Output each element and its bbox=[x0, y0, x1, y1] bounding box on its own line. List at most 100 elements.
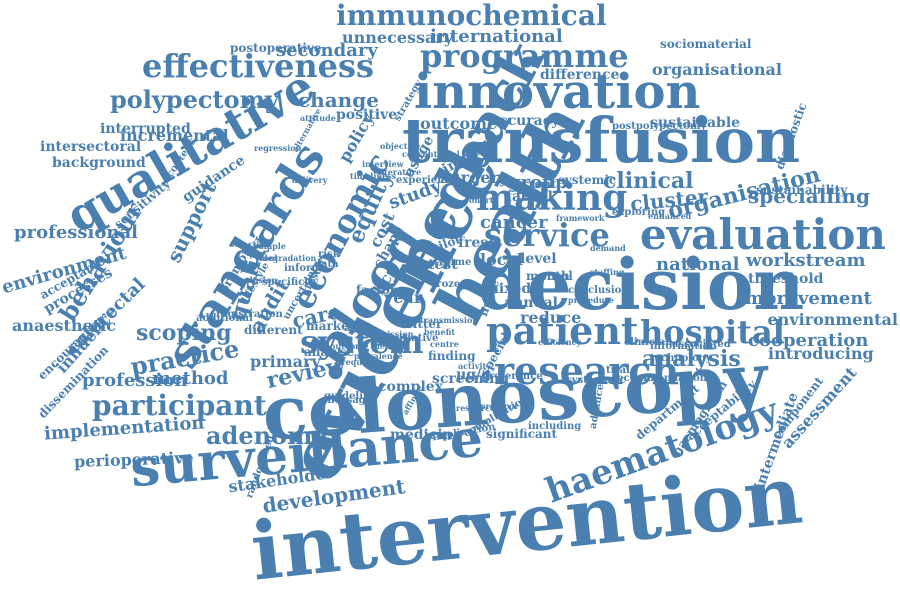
word-postpolypectomy: postpolypectomy bbox=[612, 121, 707, 132]
word-change: change bbox=[298, 88, 379, 112]
word-cooperation: cooperation bbox=[748, 330, 869, 351]
word-interview: interview bbox=[362, 159, 404, 169]
word-decision: decision bbox=[478, 243, 805, 326]
word-incremental: incremental bbox=[120, 126, 229, 145]
word-delivery: delivery bbox=[292, 175, 328, 185]
word-innovation: innovation bbox=[414, 64, 701, 120]
word-local: local bbox=[480, 250, 523, 269]
word-accuracy: accuracy bbox=[490, 113, 560, 129]
word-recommendation: recommendation bbox=[612, 373, 708, 384]
word-participant: participant bbox=[92, 389, 267, 422]
word-associated: associated bbox=[672, 339, 731, 350]
word-organisational: organisational bbox=[652, 60, 782, 79]
word-objective: objective bbox=[380, 141, 421, 151]
word-unnecessary: unnecessary bbox=[342, 28, 454, 47]
word-sitter: sitter bbox=[406, 317, 443, 331]
word-positive: positive bbox=[336, 107, 398, 123]
word-reduce: reduce bbox=[520, 308, 582, 327]
word-introducing: introducing bbox=[768, 344, 874, 363]
word-background: background bbox=[52, 155, 146, 171]
word-message: message bbox=[324, 395, 373, 406]
word-adenoma: adenoma bbox=[206, 421, 329, 450]
word-inform: inform bbox=[284, 263, 322, 274]
word-faecal: faecal bbox=[506, 189, 553, 205]
word-medicine: medicine bbox=[390, 427, 462, 443]
word-resource: resource bbox=[456, 403, 496, 413]
word-information: information bbox=[650, 341, 717, 352]
word-registration: registration bbox=[216, 309, 283, 320]
word-sample: sample bbox=[254, 241, 286, 251]
word-transfusion: transfusion bbox=[402, 104, 801, 177]
word-significant: significant bbox=[486, 427, 558, 441]
word-evaluation: evaluation bbox=[640, 210, 886, 259]
word-selection: selection bbox=[230, 239, 271, 249]
word--g-g: µg/g bbox=[456, 367, 491, 383]
word-different: different bbox=[244, 323, 303, 337]
word-guideline: guideline bbox=[324, 391, 377, 402]
word-risk: risk bbox=[318, 249, 340, 260]
word-intersectoral: intersectoral bbox=[40, 139, 142, 155]
word-frozen: frozen bbox=[432, 279, 468, 290]
word-systemic: systemic bbox=[558, 173, 617, 187]
word-transmission: transmission bbox=[420, 315, 479, 325]
word-polypectomy: polypectomy bbox=[110, 85, 279, 114]
word-method: method bbox=[152, 368, 229, 389]
word-clinician: clinician bbox=[624, 337, 673, 348]
word-service: service bbox=[484, 216, 610, 254]
word-tool: tool bbox=[260, 253, 278, 263]
word-year: year bbox=[384, 288, 423, 307]
word-scoping: scoping bbox=[136, 320, 232, 346]
word-national: national bbox=[656, 254, 740, 275]
word-annual: annual bbox=[504, 295, 558, 311]
word-cancer: cancer bbox=[480, 212, 548, 233]
word-experience: experience bbox=[396, 175, 457, 186]
word-environmental: environmental bbox=[767, 310, 899, 329]
word-inclusion: inclusion bbox=[236, 275, 278, 285]
word-improvement: improvement bbox=[738, 288, 872, 309]
word-conclusion: conclusion bbox=[568, 285, 629, 296]
word-activity: activity bbox=[458, 361, 491, 371]
word-benefit: benefit bbox=[424, 327, 456, 337]
word-primary: primary bbox=[250, 352, 321, 371]
word-cohort: cohort bbox=[464, 195, 494, 205]
word-difference: difference bbox=[540, 67, 620, 83]
word-stool: stool bbox=[540, 269, 573, 283]
word-professional: professional bbox=[14, 222, 138, 243]
word-level: level bbox=[520, 251, 557, 267]
word-finding: finding bbox=[428, 349, 476, 363]
word-month: month bbox=[526, 269, 570, 283]
word-making: making bbox=[476, 177, 628, 219]
word-protocol: protocol bbox=[480, 401, 518, 411]
word-sociomaterial: sociomaterial bbox=[660, 37, 752, 51]
word-interrupted: interrupted bbox=[100, 121, 191, 137]
word-specialling: specialling bbox=[748, 184, 871, 208]
word-perioperative: perioperative bbox=[73, 447, 194, 472]
word-framework: framework bbox=[556, 213, 605, 223]
word-additional: additional bbox=[196, 313, 253, 324]
word-trial: trial bbox=[606, 365, 630, 376]
word-aged: aged bbox=[344, 323, 371, 334]
word-fresh: fresh bbox=[458, 235, 499, 251]
word-regression: regression bbox=[254, 143, 302, 153]
word-mixed: mixed bbox=[484, 281, 532, 297]
word-profession: profession bbox=[82, 370, 188, 391]
word-literature: literature bbox=[378, 167, 422, 177]
word-exploring: exploring bbox=[612, 207, 666, 218]
word-screening: screening bbox=[432, 371, 510, 387]
word-conventional: conventional bbox=[402, 149, 460, 159]
word-international: international bbox=[430, 26, 563, 47]
word-admission: admission bbox=[368, 329, 414, 339]
word-system: system bbox=[300, 323, 424, 361]
word-technology: technology bbox=[650, 353, 712, 364]
word-time: time bbox=[446, 257, 472, 268]
word-analysis: analysis bbox=[642, 346, 741, 372]
word-prevalence: prevalence bbox=[354, 351, 403, 361]
word-timeliness: timeliness bbox=[350, 171, 397, 181]
word-secondary: secondary bbox=[276, 40, 378, 61]
word-sustainability: sustainability bbox=[756, 183, 848, 197]
word-preference: preference bbox=[482, 371, 543, 382]
word-marker: marker bbox=[306, 319, 356, 333]
word-outcome: outcome bbox=[420, 114, 498, 133]
word-procedure: procedure bbox=[568, 295, 614, 305]
